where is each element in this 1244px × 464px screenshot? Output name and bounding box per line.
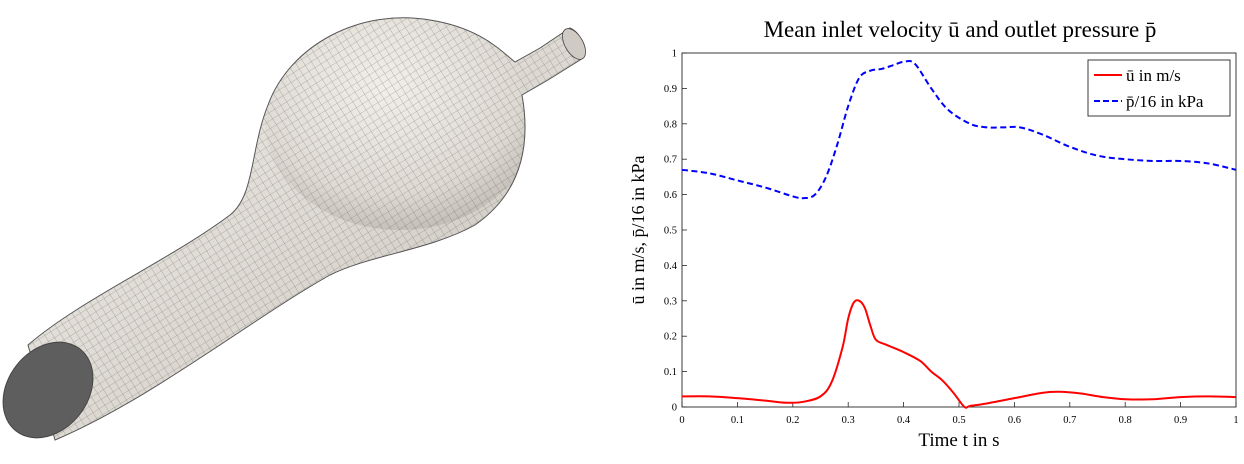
x-tick-label: 0.3 xyxy=(842,415,855,426)
x-tick-label: 0.6 xyxy=(1008,415,1021,426)
series-line-velocity xyxy=(681,299,1237,409)
y-tick-label: 0.6 xyxy=(664,190,677,201)
y-tick-label: 0.3 xyxy=(664,296,677,307)
x-axis: 0 0.1 0.2 0.3 0.4 0.5 0.6 0.7 0.8 0.9 1 xyxy=(679,402,1239,426)
chart-svg: Mean inlet velocity ū and outlet pressur… xyxy=(628,17,1239,451)
y-tick-label: 0.8 xyxy=(664,119,677,130)
chart-title: Mean inlet velocity ū and outlet pressur… xyxy=(764,17,1157,42)
x-tick-label: 0.4 xyxy=(897,415,911,426)
legend-label-pressure: p̄/16 in kPa xyxy=(1126,92,1204,111)
y-tick-label: 0.7 xyxy=(664,155,677,166)
vessel-mesh-figure xyxy=(0,0,600,459)
y-tick-label: 0.5 xyxy=(664,226,677,237)
x-tick-label: 0 xyxy=(679,415,684,426)
velocity-pressure-chart: Mean inlet velocity ū and outlet pressur… xyxy=(600,0,1244,459)
series-lines xyxy=(681,59,1237,409)
y-axis-label: ū in m/s, p̄/16 in kPa xyxy=(628,155,648,304)
legend-label-velocity: ū in m/s xyxy=(1126,66,1181,85)
y-tick-label: 1 xyxy=(672,49,677,60)
x-axis-label: Time t in s xyxy=(918,430,999,451)
x-tick-label: 0.2 xyxy=(786,415,799,426)
x-tick-label: 0.8 xyxy=(1119,415,1132,426)
vessel-mesh-image xyxy=(2,17,586,441)
y-tick-label: 0.9 xyxy=(664,84,677,95)
y-axis: 0 0.1 0.2 0.3 0.4 0.5 0.6 0.7 0.8 0.9 1 xyxy=(664,49,687,414)
outlet-cap xyxy=(562,28,586,60)
legend-box xyxy=(1087,59,1231,117)
x-tick-label: 0.1 xyxy=(731,415,744,426)
x-tick-label: 0.9 xyxy=(1174,415,1187,426)
y-tick-label: 0 xyxy=(672,403,677,414)
inlet-cap xyxy=(2,341,94,439)
series-line-pressure xyxy=(681,59,1237,200)
x-tick-label: 0.7 xyxy=(1063,415,1076,426)
y-tick-label: 0.4 xyxy=(664,261,678,272)
y-tick-label: 0.1 xyxy=(664,367,677,378)
legend: ū in m/s p̄/16 in kPa xyxy=(1087,59,1231,117)
x-tick-label: 1 xyxy=(1233,415,1238,426)
vessel-outline xyxy=(27,17,584,441)
y-tick-label: 0.2 xyxy=(664,332,677,343)
x-tick-label: 0.5 xyxy=(952,415,965,426)
